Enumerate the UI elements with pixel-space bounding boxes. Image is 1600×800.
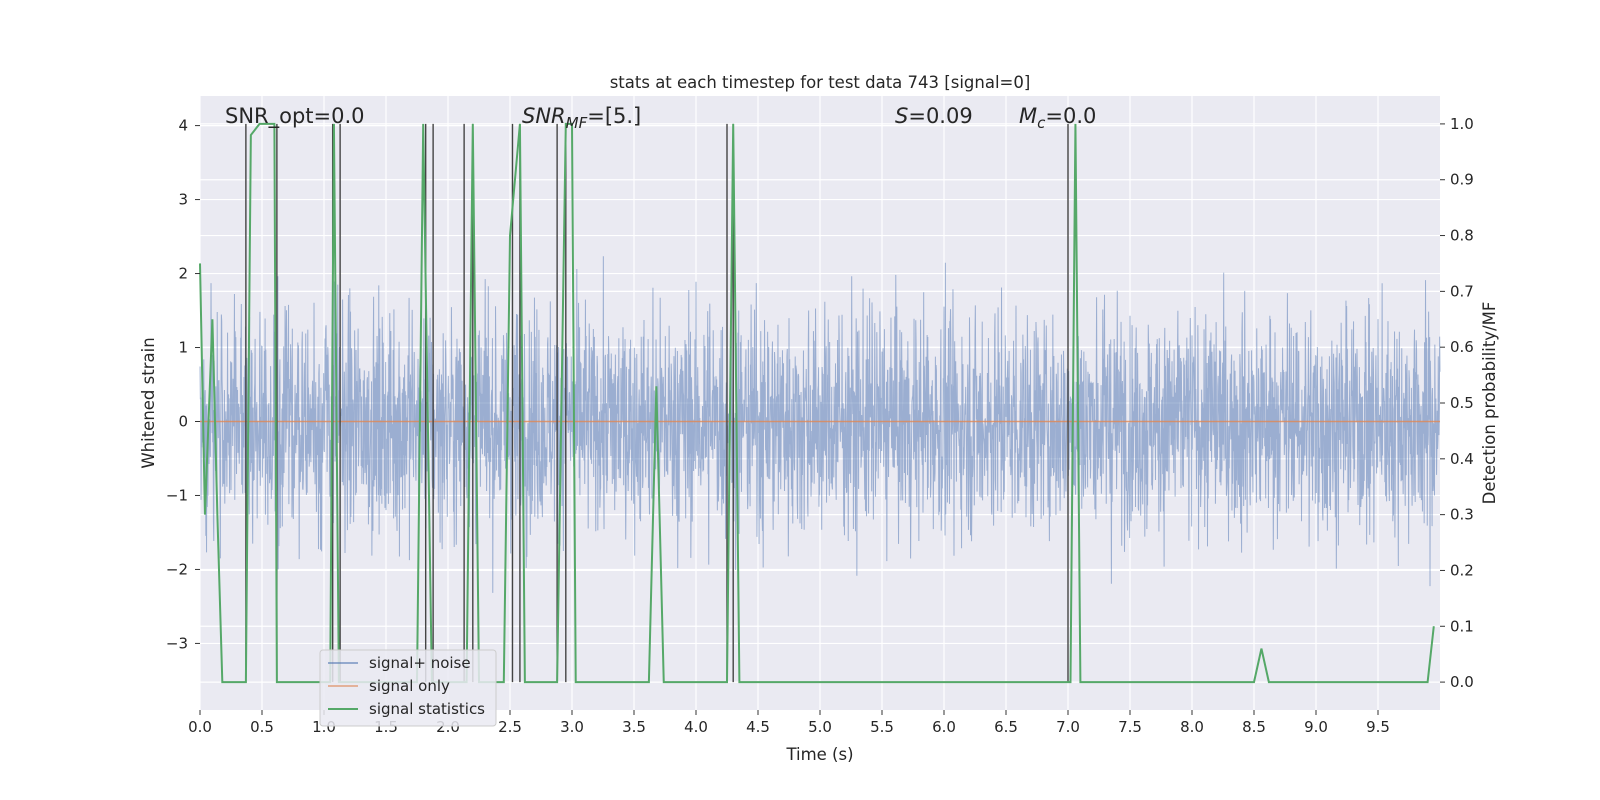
annotation-snr-mf-base: SNR [522, 104, 566, 128]
annotation-mc-value: =0.0 [1045, 104, 1096, 128]
x-tick-label: 7.0 [1056, 718, 1080, 736]
x-tick-label: 3.5 [622, 718, 646, 736]
x-tick-label: 8.0 [1180, 718, 1204, 736]
y-tick-label-right: 0.3 [1450, 506, 1474, 524]
y-tick-label-right: 0.0 [1450, 673, 1474, 691]
x-tick-label: 6.5 [994, 718, 1018, 736]
y-tick-label-left: 0 [178, 412, 188, 430]
x-tick-label: 0.5 [250, 718, 274, 736]
y-tick-label-right: 1.0 [1450, 115, 1474, 133]
x-tick-label: 4.0 [684, 718, 708, 736]
x-tick-label: 4.5 [746, 718, 770, 736]
annotation-snr-mf: SNRMF=[5.] [522, 104, 641, 132]
chart-title: stats at each timestep for test data 743… [610, 73, 1031, 92]
y-tick-label-left: −1 [166, 486, 188, 504]
signal-noise-line [199, 256, 1441, 593]
y-tick-label-left: −3 [166, 634, 188, 652]
annotation-mc: Mc=0.0 [1019, 104, 1096, 132]
y-tick-label-right: 0.2 [1450, 561, 1474, 579]
y-tick-label-right: 0.7 [1450, 282, 1474, 300]
x-tick-label: 9.0 [1304, 718, 1328, 736]
y-tick-label-right: 0.9 [1450, 171, 1474, 189]
annotation-s: S=0.09 [895, 104, 973, 128]
x-axis-label: Time (s) [785, 745, 853, 764]
legend-label-signal-statistics: signal statistics [369, 700, 485, 718]
y-axis-label-left: Whitened strain [139, 337, 158, 468]
series-signal-noise [199, 256, 1441, 593]
x-tick-label: 3.0 [560, 718, 584, 736]
x-tick-label: 5.0 [808, 718, 832, 736]
annotations: SNR_opt=0.0 SNRMF=[5.] S=0.09 Mc=0.0 [225, 104, 1096, 132]
x-tick-label: 2.5 [498, 718, 522, 736]
x-tick-label: 5.5 [870, 718, 894, 736]
y-tick-label-left: 2 [178, 265, 188, 283]
signal-statistics-line [199, 122, 1435, 684]
annotation-mc-base: M [1019, 104, 1037, 128]
annotation-snr-mf-sub: MF [566, 114, 588, 132]
annotation-snr-opt: SNR_opt=0.0 [225, 104, 365, 129]
y-tick-label-right: 0.5 [1450, 394, 1474, 412]
y-tick-label-right: 0.6 [1450, 338, 1474, 356]
legend-label-signal-noise: signal+ noise [369, 654, 471, 672]
y-tick-label-left: 1 [178, 339, 188, 357]
annotation-s-label: S [895, 104, 908, 128]
y-axis-label-right: Detection probability/MF [1480, 302, 1499, 505]
y-tick-label-right: 0.1 [1450, 617, 1474, 635]
annotation-s-value: =0.09 [908, 104, 972, 128]
y-tick-label-left: −2 [166, 560, 188, 578]
series-signal-statistics [199, 122, 1435, 684]
y-tick-label-left: 3 [178, 191, 188, 209]
legend-label-signal-only: signal only [369, 677, 450, 695]
x-tick-label: 0.0 [188, 718, 212, 736]
y-tick-label-left: 4 [178, 117, 188, 135]
x-tick-label: 9.5 [1366, 718, 1390, 736]
legend-box [319, 649, 497, 727]
y-tick-label-right: 0.8 [1450, 227, 1474, 245]
x-tick-label: 6.0 [932, 718, 956, 736]
legend: signal+ noise signal only signal statist… [319, 649, 497, 727]
annotation-snr-mf-value: =[5.] [587, 104, 641, 128]
axes: 0.0 0.5 1.0 1.5 2.0 2.5 3.0 3.5 4.0 4.5 5.0 5.5 6.0 6… [166, 115, 1474, 736]
y-tick-label-right: 0.4 [1450, 450, 1474, 468]
annotation-mc-sub: c [1037, 114, 1046, 132]
x-tick-label: 8.5 [1242, 718, 1266, 736]
x-tick-label: 7.5 [1118, 718, 1142, 736]
